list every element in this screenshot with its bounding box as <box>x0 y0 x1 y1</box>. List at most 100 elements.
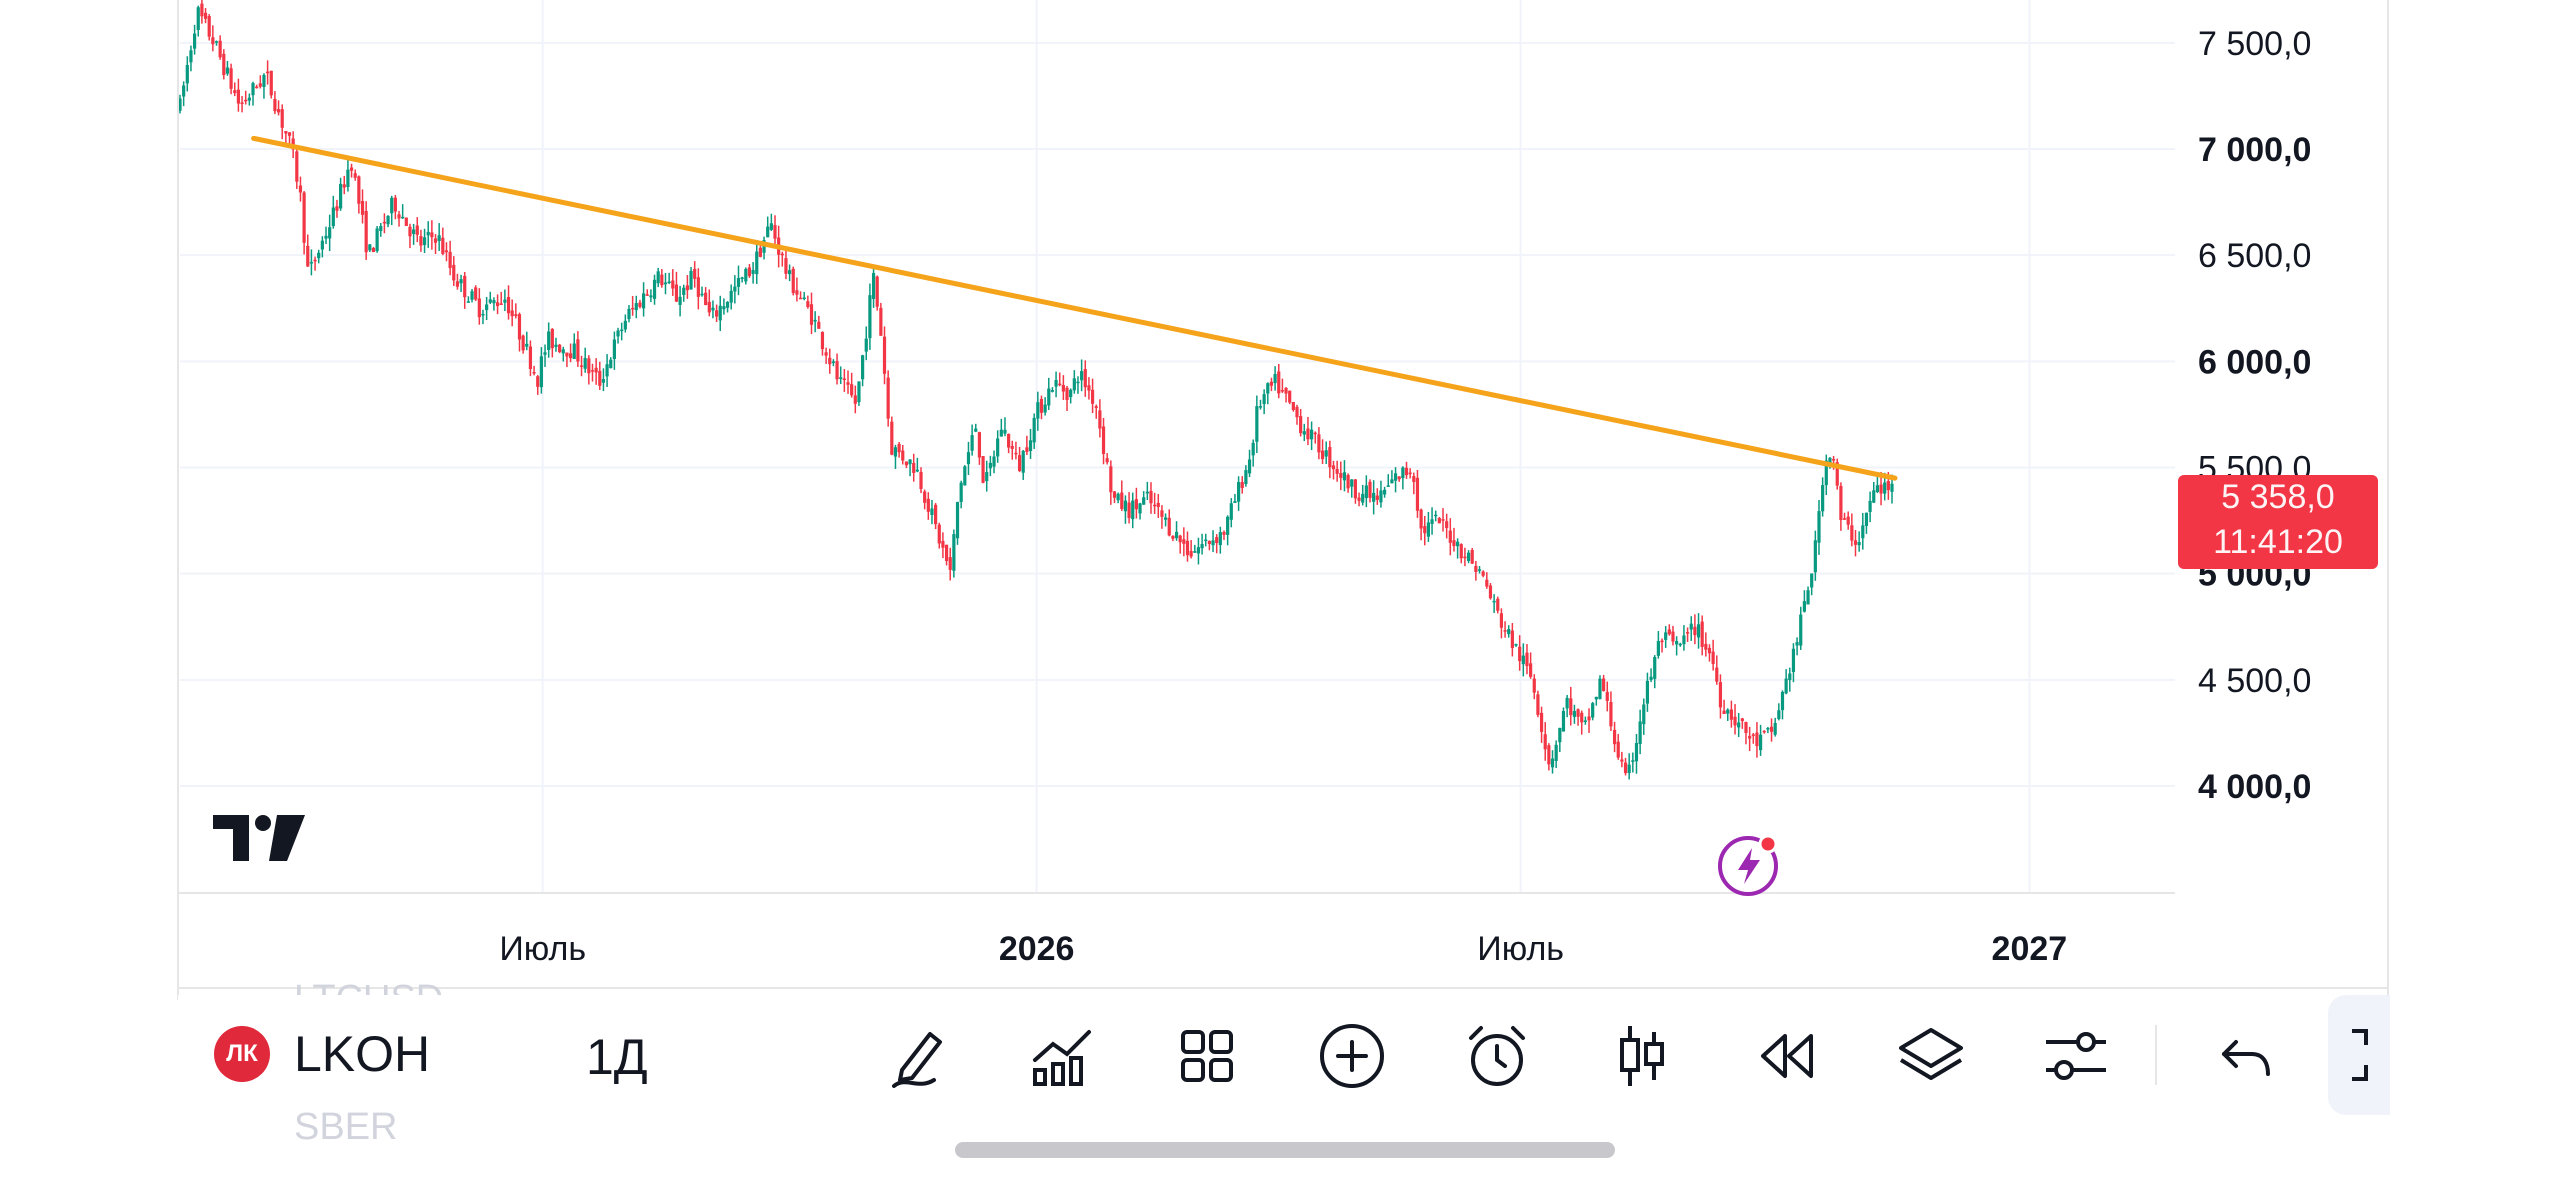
candle-body <box>857 381 861 403</box>
candle-body <box>236 89 241 104</box>
candle-body <box>1737 722 1741 728</box>
candle-body <box>579 365 584 367</box>
candle-body <box>1215 537 1219 544</box>
candle-body <box>791 268 795 294</box>
candle-body <box>426 231 430 236</box>
replay-icon[interactable] <box>1751 1020 1823 1092</box>
candle-body <box>1098 410 1102 429</box>
price-tick-label: 4 000,0 <box>2198 768 2311 806</box>
draw-tool-icon[interactable] <box>884 1020 956 1092</box>
candle-body <box>1255 406 1259 442</box>
candle-body <box>667 281 671 284</box>
candle-body <box>605 364 609 377</box>
candle-body <box>1291 402 1295 410</box>
candle-body <box>1163 517 1168 520</box>
candle-body <box>798 297 803 300</box>
candle-body <box>485 304 489 311</box>
candle-body <box>700 293 704 296</box>
candle-body <box>1185 540 1190 556</box>
candle-body <box>839 377 843 379</box>
interval-selector[interactable]: 1Д <box>586 1029 648 1085</box>
layers-icon[interactable] <box>1895 1020 1967 1092</box>
candles <box>178 0 1894 780</box>
indicators-icon[interactable] <box>1027 1020 1099 1092</box>
candle-body <box>1269 381 1274 386</box>
candle-body <box>1510 630 1514 649</box>
candle-body <box>1251 442 1255 456</box>
candle-body <box>901 450 905 461</box>
time-axis[interactable]: Июль 2026 Июль 2027 <box>499 930 2067 968</box>
candle-body <box>1831 459 1836 461</box>
price-axis[interactable]: 7 500,07 000,06 500,06 000,05 500,05 000… <box>2198 25 2311 806</box>
candle-body <box>499 303 503 305</box>
candle-body <box>364 210 368 253</box>
candle-body <box>1718 682 1723 708</box>
candle-body <box>1594 696 1598 700</box>
undo-icon[interactable] <box>2210 1020 2282 1092</box>
alert-icon[interactable] <box>1461 1020 1533 1092</box>
candle-body <box>1591 703 1595 718</box>
candle-body <box>233 90 237 94</box>
candle-body <box>1295 406 1299 418</box>
candle-body <box>1350 479 1354 487</box>
candle-body <box>335 206 339 211</box>
more-tools-tab[interactable] <box>2328 995 2390 1115</box>
candle-body <box>1065 387 1069 401</box>
candle-body <box>565 352 569 357</box>
candle-body <box>313 259 317 262</box>
candle-body <box>948 557 952 570</box>
candle-body <box>696 277 700 297</box>
candle-body <box>1448 530 1452 543</box>
candle-body <box>1025 447 1029 452</box>
candle-body <box>1320 450 1325 460</box>
candle-body <box>1879 484 1883 494</box>
trendline-segment[interactable] <box>251 135 1898 481</box>
candle-body <box>1806 590 1810 605</box>
candle-body <box>780 253 784 256</box>
candle-body <box>1762 730 1766 733</box>
add-icon[interactable] <box>1316 1020 1388 1092</box>
tradingview-logo-icon[interactable] <box>213 815 305 861</box>
candle-body <box>1835 462 1839 486</box>
price-chart[interactable]: 7 500,07 000,06 500,06 000,05 500,05 000… <box>0 0 2556 1000</box>
candle-body <box>1813 540 1817 573</box>
candle-body <box>1456 541 1460 547</box>
candle-body <box>1423 526 1427 534</box>
symbol-selector[interactable]: ЛК LKOH <box>214 1025 430 1083</box>
candle-body <box>1642 704 1646 725</box>
candle-body <box>1171 535 1175 539</box>
candle-body <box>441 237 445 254</box>
candle-body <box>309 262 314 264</box>
candle-body <box>1722 710 1726 714</box>
candle-body <box>1061 384 1065 392</box>
candle-body <box>1602 678 1606 692</box>
candle-body <box>317 252 321 259</box>
candle-body <box>1883 482 1887 494</box>
candle-body <box>1842 518 1847 520</box>
candle-body <box>678 296 682 305</box>
candle-body <box>1671 631 1675 642</box>
candle-body <box>1364 485 1368 499</box>
candle-body <box>554 344 558 347</box>
time-tick-label: Июль <box>499 930 586 968</box>
candle-body <box>1193 551 1197 553</box>
trendline[interactable] <box>251 135 1898 481</box>
candle-body <box>758 247 763 257</box>
templates-icon[interactable] <box>1171 1020 1243 1092</box>
flash-news-icon[interactable] <box>1716 832 1782 898</box>
candle-body <box>284 131 288 134</box>
candle-body <box>890 421 894 455</box>
candle-body <box>419 236 423 246</box>
candle-body <box>846 382 850 385</box>
candle-body <box>1273 373 1277 384</box>
candle-body <box>225 67 230 74</box>
candle-body <box>1474 565 1478 572</box>
candle-body <box>481 313 485 316</box>
candle-body <box>1565 697 1569 709</box>
candle-body <box>824 352 828 356</box>
settings-icon[interactable] <box>2040 1020 2112 1092</box>
chart-type-icon[interactable] <box>1606 1020 1678 1092</box>
candle-body <box>1288 390 1292 403</box>
lukoil-logo-icon: ЛК <box>214 1026 270 1082</box>
candle-body <box>1605 691 1609 701</box>
